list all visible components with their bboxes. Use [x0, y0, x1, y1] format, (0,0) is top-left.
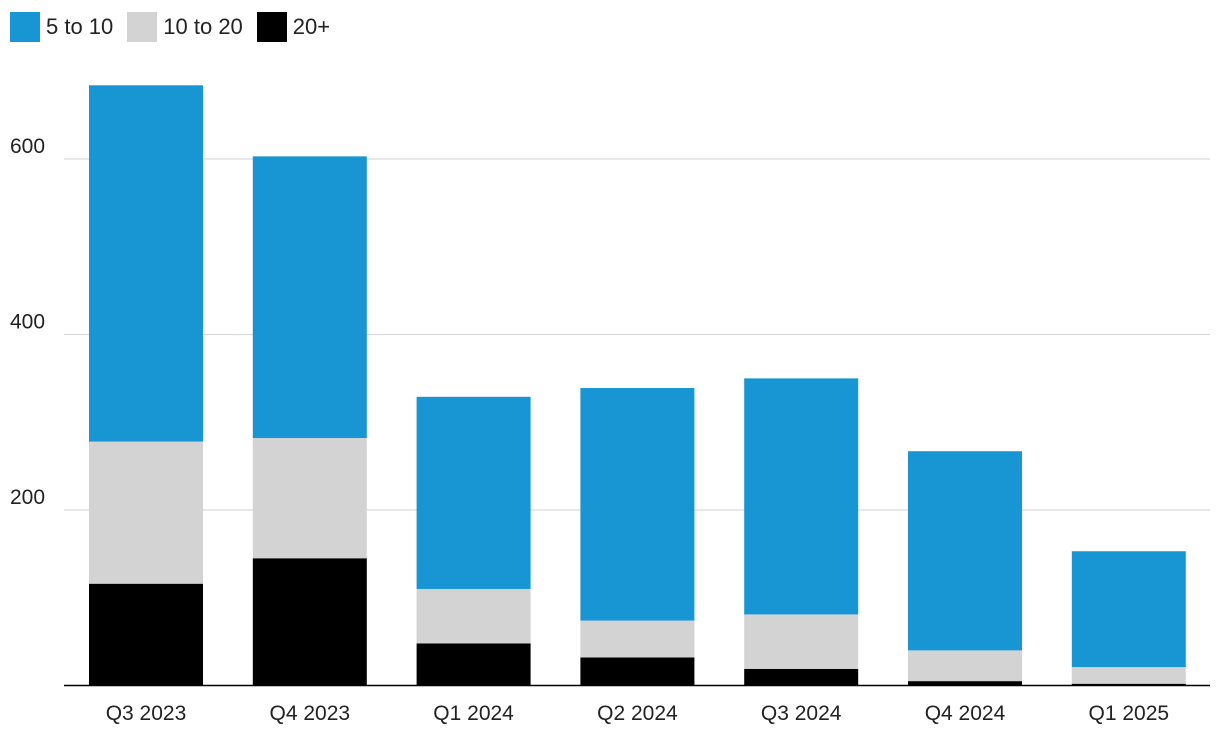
legend-swatch-5-to-10: [10, 12, 40, 42]
legend-label-10-to-20: 10 to 20: [163, 14, 243, 39]
bar-segment-5-to-10-q1-2024: [416, 396, 531, 589]
legend: 5 to 10 10 to 20 20+: [10, 12, 344, 42]
legend-item-20-plus: 20+: [256, 12, 331, 42]
bar-segment-5-to-10-q4-2024: [908, 451, 1022, 651]
bar-segment-10-to-20-q4-2023: [252, 438, 367, 559]
legend-swatch-20-plus: [256, 12, 287, 42]
x-tick-label-q3-2024: Q3 2024: [761, 702, 842, 725]
y-tick-label-600: 600: [10, 135, 45, 158]
bar-segment-10-to-20-q4-2024: [908, 650, 1022, 682]
bar-segment-10-to-20-q1-2024: [416, 588, 531, 644]
legend-label-5-to-10: 5 to 10: [46, 14, 114, 39]
bar-segment-20--q1-2025: [1071, 683, 1186, 686]
bar-segment-20--q3-2024: [744, 668, 859, 686]
bar-segment-5-to-10-q2-2024: [580, 388, 695, 621]
bar-segment-20--q3-2023: [89, 583, 203, 686]
bar-segment-20--q4-2023: [252, 558, 367, 686]
bar-segment-10-to-20-q2-2024: [580, 620, 695, 658]
bar-segment-20--q4-2024: [908, 681, 1022, 686]
legend-item-5-to-10: 5 to 10: [10, 12, 113, 42]
bar-segment-5-to-10-q1-2025: [1071, 551, 1186, 668]
x-tick-label-q1-2024: Q1 2024: [433, 702, 514, 725]
bar-segment-5-to-10-q3-2024: [744, 378, 859, 615]
legend-label-20-plus: 20+: [292, 14, 331, 39]
x-tick-label-q4-2024: Q4 2024: [925, 702, 1006, 725]
bar-segment-20--q1-2024: [416, 643, 531, 686]
bar-segment-10-to-20-q3-2023: [89, 441, 203, 584]
bar-segment-5-to-10-q3-2023: [89, 85, 203, 442]
x-tick-label-q2-2024: Q2 2024: [597, 702, 678, 725]
bars: [89, 85, 1186, 686]
y-tick-label-200: 200: [10, 486, 45, 509]
legend-item-10-to-20: 10 to 20: [127, 12, 243, 42]
legend-swatch-10-to-20: [127, 12, 158, 42]
bar-segment-20--q2-2024: [580, 657, 695, 686]
y-tick-label-400: 400: [10, 311, 45, 334]
x-tick-label-q1-2025: Q1 2025: [1089, 702, 1170, 725]
x-tick-label-q4-2023: Q4 2023: [270, 702, 351, 725]
x-tick-label-q3-2023: Q3 2023: [106, 702, 187, 725]
bar-segment-10-to-20-q3-2024: [744, 614, 859, 669]
axes: 200 400 600 Q3 2023 Q4 2023 Q1 2024 Q2 2024 Q3 …: [10, 135, 1210, 725]
bar-segment-5-to-10-q4-2023: [252, 156, 367, 439]
bar-segment-10-to-20-q1-2025: [1071, 667, 1186, 684]
